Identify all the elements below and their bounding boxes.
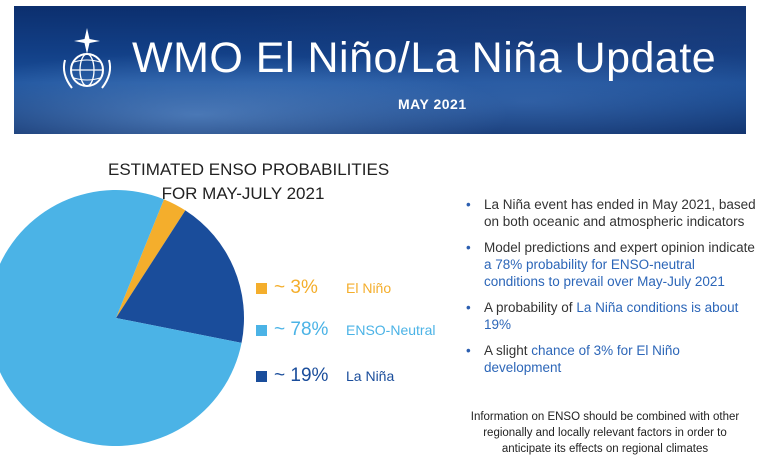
enso-pie-chart	[0, 190, 244, 446]
banner-title: WMO El Niño/La Niña Update	[132, 34, 717, 82]
header-banner: WMO El Niño/La Niña Update MAY 2021	[14, 6, 746, 134]
legend-swatch-el-nino	[256, 283, 267, 294]
wmo-emblem-icon	[62, 28, 112, 89]
key-point: • Model predictions and expert opinion in…	[466, 240, 755, 289]
key-point-text: A slight	[484, 343, 532, 358]
key-point: • La Niña event has ended in May 2021, ba…	[466, 197, 756, 229]
legend-value-enso-neutral: ~ 78%	[274, 319, 329, 340]
key-point: • A probability of La Niña conditions is …	[466, 300, 739, 332]
legend-value-la-nina: ~ 19%	[274, 365, 329, 386]
pie-slice-la-nina	[116, 210, 244, 343]
key-point-highlight: La Niña conditions is about 19%	[484, 300, 739, 332]
key-point-text: La Niña event has ended in May 2021, bas…	[484, 197, 756, 229]
legend-label-enso-neutral: ENSO-Neutral	[346, 322, 436, 338]
banner-subtitle: MAY 2021	[398, 96, 467, 112]
key-points-list: • La Niña event has ended in May 2021, ba…	[466, 196, 756, 385]
legend-value-el-nino: ~ 3%	[274, 277, 318, 298]
legend-label-la-nina: La Niña	[346, 368, 395, 384]
key-point-text: A probability of	[484, 300, 577, 315]
legend-label-el-nino: El Niño	[346, 280, 392, 296]
chart-subtitle: FOR MAY-JULY 2021	[161, 184, 325, 203]
legend-swatch-la-nina	[256, 371, 267, 382]
key-point-highlight: a 78% probability for ENSO-neutral condi…	[484, 257, 725, 289]
key-point: • A slight chance of 3% for El Niño devel…	[466, 343, 680, 375]
key-point-highlight: chance of 3% for El Niño development	[484, 343, 680, 375]
chart-title-block: ESTIMATED ENSO PROBABILITIES FOR MAY-JUL…	[108, 158, 390, 206]
legend-swatch-enso-neutral	[256, 325, 267, 336]
pie-slice-enso-neutral	[0, 190, 242, 446]
footnote: Information on ENSO should be combined w…	[470, 411, 740, 455]
key-point-text: Model predictions and expert opinion ind…	[484, 240, 755, 255]
chart-title: ESTIMATED ENSO PROBABILITIES	[108, 160, 390, 179]
pie-slice-el-nino	[116, 199, 186, 318]
